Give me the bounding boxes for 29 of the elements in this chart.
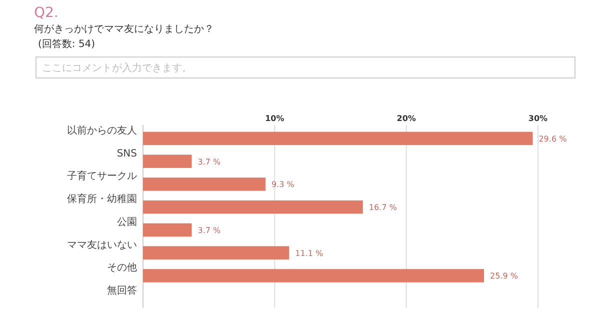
bar: [143, 178, 266, 191]
y-tick-label: SNS: [116, 148, 137, 160]
y-tick-label: ママ友はいない: [67, 240, 137, 251]
x-tick-label: 10%: [265, 114, 284, 123]
data-label: 11.1 %: [295, 248, 324, 258]
text: (回答数: 54): [38, 38, 96, 50]
y-tick-label: 無回答: [107, 284, 137, 297]
chart-subtitle: 何がきっかけでママ友になりましたか？: [34, 24, 214, 35]
data-label: 29.6 %: [538, 134, 568, 144]
x-tick-label: 30%: [528, 114, 548, 123]
bar: [143, 132, 533, 146]
bar: [143, 154, 192, 168]
y-tick-label: 公園: [117, 216, 137, 228]
chart-title: Q2.: [34, 5, 58, 21]
data-label: 25.9 %: [490, 272, 518, 281]
x-tick-label: 20%: [396, 114, 416, 123]
y-tick-label: 保育所・幼稚園: [67, 193, 137, 206]
data-label: 3.7 %: [198, 226, 221, 235]
text: ここにコメントが入力できます。: [42, 62, 192, 74]
y-tick-label: その他: [107, 262, 137, 274]
bar: [143, 269, 484, 282]
data-label: 9.3 %: [271, 180, 295, 190]
bar: [143, 200, 363, 214]
data-label: 16.7 %: [368, 203, 398, 212]
y-tick-label: 以前からの友人: [67, 124, 137, 136]
data-label: 3.7 %: [198, 157, 221, 166]
y-tick-label: 子育てサークル: [67, 170, 137, 182]
bar: [143, 223, 192, 237]
bar: [143, 246, 290, 260]
